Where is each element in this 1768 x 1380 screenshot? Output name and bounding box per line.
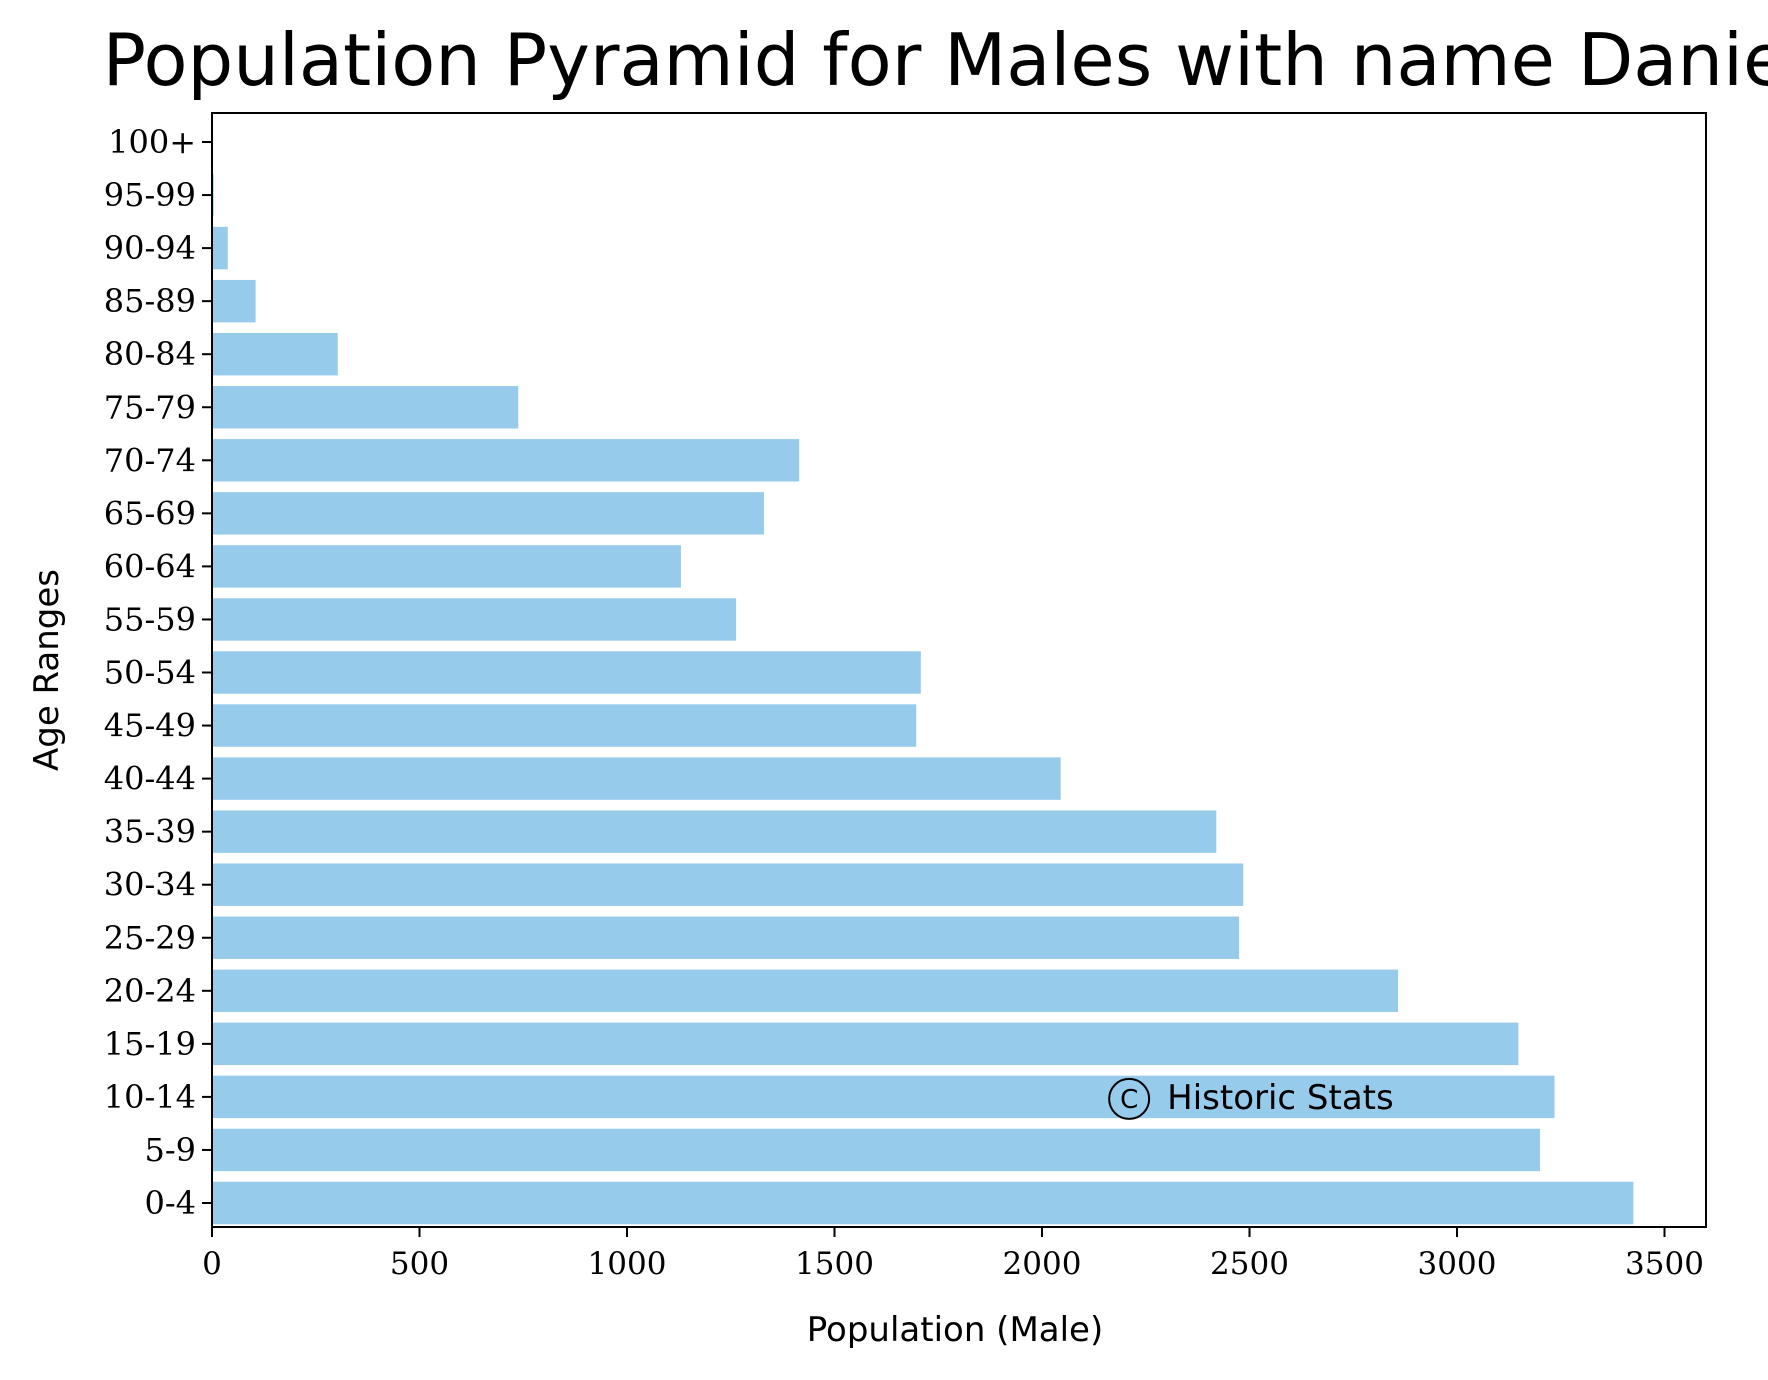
- y-tick-label-5-9: 5-9: [144, 1131, 196, 1169]
- bar-90-94: [212, 227, 228, 269]
- bar-85-89: [212, 280, 256, 322]
- y-tick-label-0-4: 0-4: [144, 1184, 196, 1222]
- y-axis-label: Age Ranges: [27, 569, 67, 771]
- bar-55-59: [212, 598, 736, 640]
- bar-80-84: [212, 333, 338, 375]
- bar-50-54: [212, 651, 921, 693]
- y-tick-label-95-99: 95-99: [104, 176, 196, 214]
- bar-35-39: [212, 810, 1216, 852]
- y-tick-label-60-64: 60-64: [104, 547, 196, 585]
- y-tick-label-55-59: 55-59: [104, 600, 196, 638]
- y-axis-ticks: 0-4 5-9 10-14 15-19 20-24 25-29 30-34 35-39 40-4…: [104, 123, 212, 1222]
- bar-40-44: [212, 757, 1061, 799]
- y-tick-label-35-39: 35-39: [104, 813, 196, 851]
- bars-layer: [212, 121, 1633, 1224]
- bar-65-69: [212, 492, 764, 534]
- x-tick-label-1500: 1500: [795, 1246, 874, 1282]
- bar-45-49: [212, 704, 916, 746]
- x-axis-ticks: 0 500 1000 1500 2000 2500 3000 3500: [202, 1227, 1704, 1282]
- y-tick-label-40-44: 40-44: [104, 760, 196, 798]
- bar-30-34: [212, 863, 1243, 905]
- chart-title: Population Pyramid for Males with name D…: [103, 18, 1768, 102]
- y-tick-label-85-89: 85-89: [104, 282, 196, 320]
- bar-5-9: [212, 1129, 1540, 1171]
- y-tick-label-15-19: 15-19: [104, 1025, 196, 1063]
- copyright-symbol-letter: C: [1120, 1085, 1138, 1115]
- x-axis-label: Population (Male): [807, 1310, 1104, 1350]
- x-tick-label-3000: 3000: [1418, 1246, 1497, 1282]
- y-tick-label-70-74: 70-74: [104, 441, 196, 479]
- y-tick-label-30-34: 30-34: [104, 866, 196, 904]
- y-tick-label-50-54: 50-54: [104, 654, 196, 692]
- x-tick-label-2000: 2000: [1003, 1246, 1082, 1282]
- x-tick-label-0: 0: [202, 1246, 222, 1282]
- bar-60-64: [212, 545, 681, 587]
- bar-70-74: [212, 439, 799, 481]
- bar-15-19: [212, 1023, 1518, 1065]
- y-tick-label-80-84: 80-84: [104, 335, 196, 373]
- x-tick-label-500: 500: [390, 1246, 449, 1282]
- bar-75-79: [212, 386, 518, 428]
- bar-0-4: [212, 1182, 1633, 1224]
- bar-25-29: [212, 917, 1239, 959]
- x-tick-label-1000: 1000: [588, 1246, 667, 1282]
- bar-20-24: [212, 970, 1398, 1012]
- x-tick-label-2500: 2500: [1210, 1246, 1289, 1282]
- annotation-text: Historic Stats: [1167, 1078, 1394, 1118]
- x-tick-label-3500: 3500: [1625, 1246, 1704, 1282]
- y-tick-label-10-14: 10-14: [104, 1078, 196, 1116]
- y-tick-label-65-69: 65-69: [104, 494, 196, 532]
- y-tick-label-25-29: 25-29: [104, 919, 196, 957]
- y-tick-label-100+: 100+: [108, 123, 196, 161]
- y-tick-label-90-94: 90-94: [104, 229, 196, 267]
- y-tick-label-20-24: 20-24: [104, 972, 196, 1010]
- y-tick-label-75-79: 75-79: [104, 388, 196, 426]
- y-tick-label-45-49: 45-49: [104, 707, 196, 745]
